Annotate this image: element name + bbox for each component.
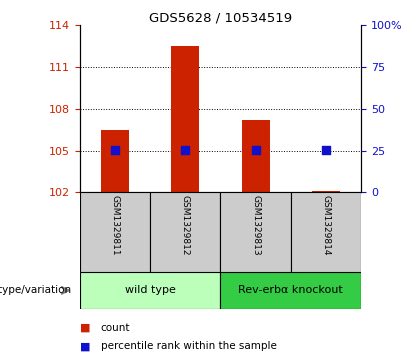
Bar bbox=[291, 192, 361, 272]
Point bbox=[252, 147, 259, 153]
Text: genotype/variation: genotype/variation bbox=[0, 285, 71, 295]
Title: GDS5628 / 10534519: GDS5628 / 10534519 bbox=[149, 11, 292, 24]
Point bbox=[323, 147, 329, 153]
Bar bbox=[220, 192, 291, 272]
Point bbox=[112, 147, 118, 153]
Bar bbox=[101, 130, 129, 192]
Bar bbox=[150, 192, 220, 272]
Text: wild type: wild type bbox=[125, 285, 176, 295]
Text: GSM1329811: GSM1329811 bbox=[110, 195, 119, 256]
Bar bbox=[80, 192, 150, 272]
Text: GSM1329813: GSM1329813 bbox=[251, 195, 260, 256]
Bar bbox=[220, 272, 361, 309]
Text: percentile rank within the sample: percentile rank within the sample bbox=[101, 341, 277, 351]
Bar bbox=[80, 272, 220, 309]
Bar bbox=[171, 46, 200, 192]
Text: Rev-erbα knockout: Rev-erbα knockout bbox=[239, 285, 343, 295]
Text: ■: ■ bbox=[80, 323, 90, 333]
Bar bbox=[312, 191, 340, 192]
Bar bbox=[241, 120, 270, 192]
Text: count: count bbox=[101, 323, 130, 333]
Text: GSM1329812: GSM1329812 bbox=[181, 195, 190, 255]
Text: ■: ■ bbox=[80, 341, 90, 351]
Point bbox=[182, 147, 189, 153]
Text: GSM1329814: GSM1329814 bbox=[322, 195, 331, 255]
